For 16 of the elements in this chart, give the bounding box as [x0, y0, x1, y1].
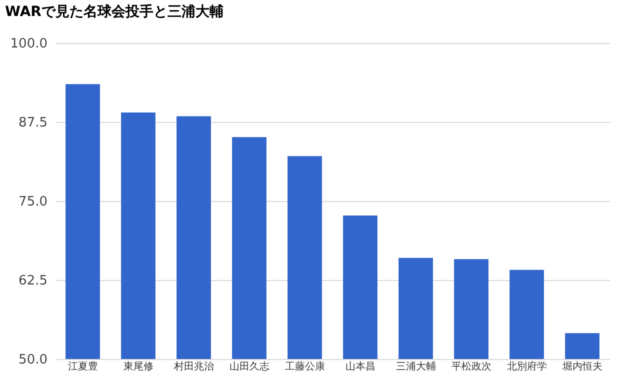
- x-tick-label: 村田兆治: [172, 360, 214, 372]
- y-tick-label: 87.5: [18, 116, 48, 130]
- x-tick-label: 三浦大輔: [396, 360, 436, 372]
- x-tick-label: 山本昌: [345, 360, 376, 372]
- x-tick-label: 北別府学: [506, 360, 547, 372]
- x-tick-label: 堀内恒夫: [561, 360, 602, 372]
- y-tick-label: 100.0: [10, 36, 48, 52]
- y-tick-label: 75.0: [18, 194, 48, 210]
- y-tick-label: 62.5: [18, 274, 48, 288]
- x-tick-label: 工藤公康: [284, 360, 325, 372]
- x-tick-label: 江夏豊: [68, 360, 98, 372]
- x-tick-label: 平松政次: [451, 360, 492, 372]
- chart-title: WARで見た名球会投手と三浦大輔: [5, 3, 224, 20]
- y-tick-label: 50.0: [18, 352, 48, 368]
- x-tick-label: 東尾修: [123, 360, 154, 372]
- x-tick-label: 山田久志: [229, 360, 270, 372]
